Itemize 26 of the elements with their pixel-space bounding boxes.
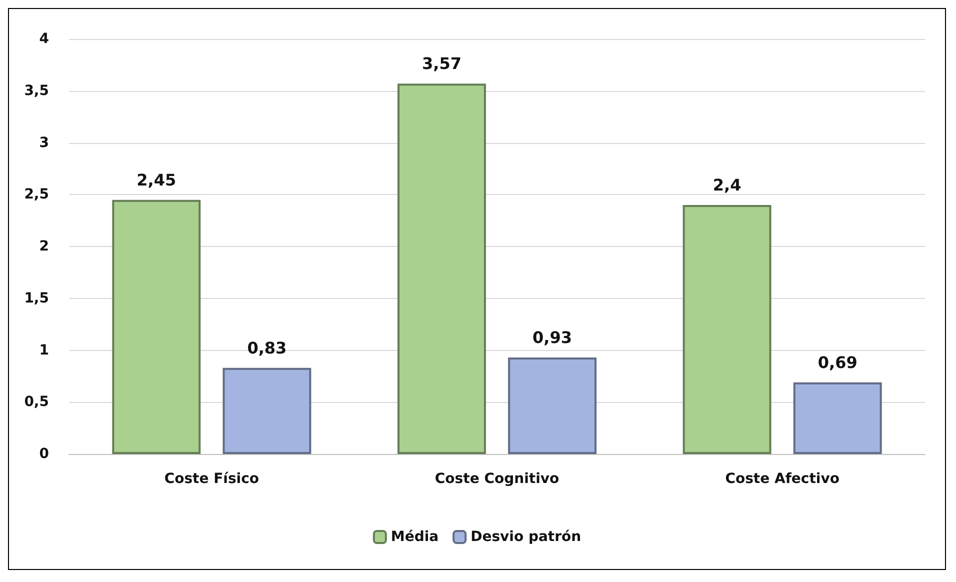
- legend-label: Desvio patrón: [470, 529, 582, 545]
- legend-label: Média: [390, 529, 439, 545]
- data-label: 0,93: [532, 328, 572, 348]
- data-label: 2,4: [712, 176, 742, 194]
- y-tick-label: 3,5: [24, 82, 49, 99]
- x-tick-label: Coste Físico: [164, 471, 260, 487]
- bar: [793, 382, 882, 454]
- bar: [682, 205, 772, 454]
- x-tick-label: Coste Afectivo: [725, 471, 840, 487]
- bar: [508, 358, 597, 454]
- y-tick-label: 4: [39, 31, 50, 47]
- data-label: 3,57: [422, 54, 462, 74]
- data-label: 2,45: [136, 170, 176, 190]
- y-tick-label: 0: [39, 446, 50, 462]
- bar: [397, 84, 486, 454]
- bar: [112, 200, 201, 454]
- data-label: 0,83: [247, 338, 287, 358]
- data-label: 0,69: [818, 352, 858, 372]
- y-tick-label: 2: [39, 238, 49, 254]
- x-tick-label: Coste Cognitivo: [434, 471, 560, 487]
- y-tick-label: 1: [39, 342, 49, 358]
- y-tick-label: 2,5: [24, 186, 49, 203]
- y-tick-label: 0,5: [24, 394, 49, 410]
- y-tick-label: 1,5: [24, 290, 49, 306]
- bar: [222, 368, 312, 454]
- y-tick-label: 3: [39, 134, 49, 151]
